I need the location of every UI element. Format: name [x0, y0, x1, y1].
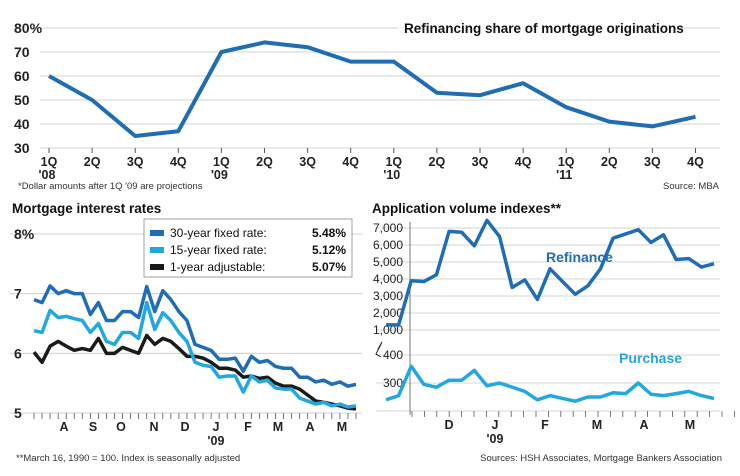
y-tick-label: 40: [14, 116, 30, 132]
rates-footnote: **March 16, 1990 = 100. Index is seasona…: [16, 453, 240, 464]
y-tick-label: 2,000: [373, 306, 403, 320]
y-tick-label: 3,000: [373, 289, 403, 303]
rate-line-2: [32, 333, 357, 411]
x-tick-label: J: [492, 418, 499, 432]
y-tick-label: 7: [14, 286, 22, 302]
legend-value: 5.48%: [312, 226, 346, 240]
legend-label: 30-year fixed rate:: [170, 226, 267, 240]
y-tick-label: 60: [14, 68, 30, 84]
legend-value: 5.07%: [312, 260, 346, 274]
y-tick-label: 4,000: [373, 272, 403, 286]
x-tick-label: 3Q: [127, 155, 144, 169]
top-chart-title: Refinancing share of mortgage originatio…: [404, 21, 684, 36]
x-tick-label: N: [149, 420, 158, 434]
rate-line-0: [33, 284, 357, 388]
x-tick-label: 1Q: [41, 155, 58, 169]
legend-box: [143, 218, 353, 278]
y-tick-label: 70: [14, 44, 30, 60]
rates-chart-title: Mortgage interest rates: [12, 201, 161, 216]
x-tick-label: 2Q: [601, 155, 618, 169]
legend-label: 15-year fixed rate:: [170, 243, 267, 257]
y-tick-label: 50: [14, 92, 30, 108]
x-tick-label: 1Q: [213, 155, 230, 169]
x-tick-label: D: [444, 418, 453, 432]
rates-chart: Mortgage interest rates 8% 7 6 5 A S O N D J F M A M…: [10, 201, 362, 464]
x-tick-label: M: [685, 418, 695, 432]
x-tick-label: 2Q: [84, 155, 101, 169]
top-source: Source: MBA: [663, 181, 720, 192]
x-tick-label: F: [244, 420, 252, 434]
x-tick-label: O: [116, 420, 126, 434]
x-tick-label: A: [305, 420, 314, 434]
rate-line-1: [33, 300, 357, 409]
x-tick-label: 1Q: [385, 155, 402, 169]
purchase-label: Purchase: [619, 350, 682, 366]
y-tick-label: 30: [14, 140, 30, 156]
refi-share-line: [48, 40, 696, 138]
year-label: '09: [487, 432, 504, 446]
year-label: '10: [383, 168, 400, 182]
y-tick-label: 300: [383, 376, 403, 390]
y-tick-label: 8%: [14, 226, 35, 242]
y-tick-label: 6: [14, 345, 22, 361]
volume-chart: Application volume indexes** 7,000 6,000 5…: [372, 201, 735, 464]
x-tick-label: M: [273, 420, 283, 434]
x-tick-label: 2Q: [256, 155, 273, 169]
axis-break-mark: [375, 341, 383, 358]
title-background: [398, 15, 680, 41]
x-tick-label: 3Q: [644, 155, 661, 169]
volume-source: Sources: HSH Associates, Mortgage Banker…: [480, 453, 722, 464]
top-chart: 80% 70 60 50 40 30 1Q 2Q 3Q 4Q 1Q 2Q 3Q 4Q 1Q 2Q 3Q 4Q 1Q…: [14, 15, 720, 192]
legend-swatch: [150, 230, 164, 236]
y-tick-label: 5,000: [373, 255, 403, 269]
legend-value: 5.12%: [312, 243, 346, 257]
y-tick-label: 7,000: [373, 221, 403, 235]
legend-label: 1-year adjustable:: [170, 260, 265, 274]
x-tick-label: A: [639, 418, 648, 432]
x-tick-label: F: [541, 418, 549, 432]
x-tick-label: M: [337, 420, 347, 434]
volume-chart-title: Application volume indexes**: [372, 201, 562, 216]
y-tick-label: 5: [14, 405, 22, 421]
top-footnote: *Dollar amounts after 1Q '09 are project…: [18, 181, 203, 192]
x-tick-label: 1Q: [558, 155, 575, 169]
x-tick-label: J: [213, 420, 220, 434]
x-tick-label: M: [592, 418, 602, 432]
year-label: '09: [211, 168, 228, 182]
legend-swatch: [150, 247, 164, 253]
year-label: '09: [208, 434, 225, 448]
y-tick-label: 6,000: [373, 238, 403, 252]
x-tick-label: A: [59, 420, 68, 434]
rates-legend: 30-year fixed rate: 5.48% 15-year fixed ra…: [143, 218, 353, 278]
legend-swatch: [150, 264, 164, 270]
x-tick-label: 3Q: [299, 155, 316, 169]
purchase-line: [385, 364, 715, 403]
x-tick-label: S: [89, 420, 97, 434]
x-tick-label: 4Q: [515, 155, 532, 169]
y-tick-label: 400: [383, 348, 403, 362]
x-tick-label: D: [180, 420, 189, 434]
refinance-line: [386, 218, 715, 327]
year-label: '11: [556, 168, 572, 182]
x-tick-label: 2Q: [429, 155, 446, 169]
x-tick-label: 4Q: [687, 155, 704, 169]
x-tick-label: 4Q: [170, 155, 187, 169]
y-tick-label: 80%: [14, 20, 43, 36]
year-label: '08: [39, 168, 56, 182]
refinance-label: Refinance: [546, 249, 613, 265]
x-tick-label: 4Q: [342, 155, 359, 169]
x-tick-label: 3Q: [472, 155, 489, 169]
